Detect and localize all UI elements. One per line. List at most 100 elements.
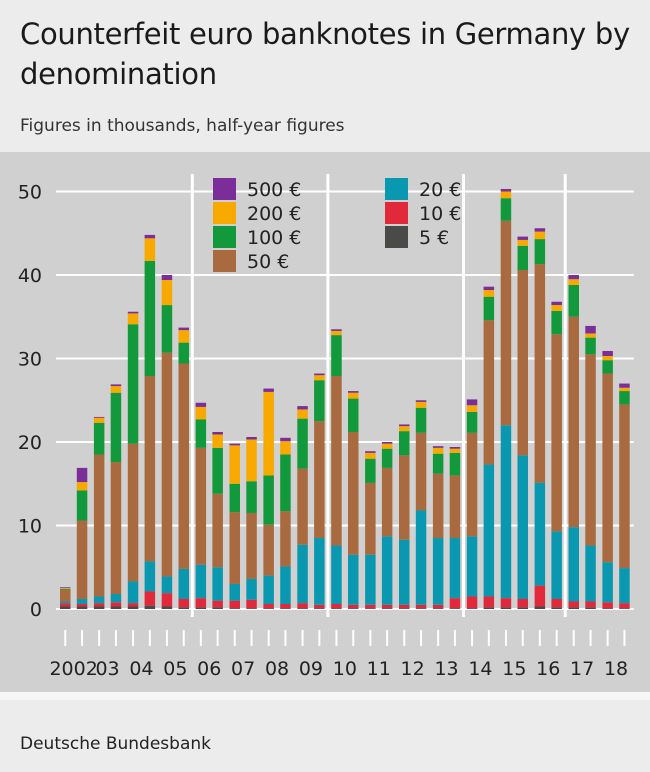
bar-segment [619, 391, 630, 405]
bar-segment [348, 608, 359, 609]
bar-segment [60, 587, 71, 589]
bar-segment [60, 589, 71, 602]
bar-segment [517, 245, 528, 270]
bar-segment [229, 445, 240, 484]
bar-segment [161, 305, 173, 353]
bar-segment [534, 585, 546, 607]
bar-segment [500, 188, 512, 192]
x-year-label: 04 [129, 658, 153, 680]
bar-segment [399, 539, 410, 605]
bar-segment [178, 330, 189, 343]
bar-segment [551, 301, 562, 306]
bar-segment [161, 280, 173, 306]
bar-segment [466, 411, 478, 433]
bar-segment [415, 401, 427, 408]
bar-segment [280, 441, 291, 455]
bar-segment [144, 591, 156, 606]
bar-segment [161, 352, 173, 577]
bar-segment [110, 602, 122, 607]
bar-segment [381, 442, 393, 444]
bar-segment [483, 296, 495, 321]
bar-segment [432, 473, 444, 539]
bar-segment [415, 510, 427, 605]
bar-segment [500, 598, 512, 608]
bar-segment [585, 601, 596, 608]
y-tick-label: 0 [30, 599, 42, 621]
bar-segment [585, 333, 596, 338]
bar-segment [331, 329, 342, 331]
bar-segment [161, 593, 173, 607]
bar-segment [348, 398, 359, 432]
bar-segment [246, 608, 257, 609]
bar-segment [466, 536, 478, 597]
bar-segment [449, 448, 461, 453]
bar-segment [517, 455, 528, 599]
bar-segment [602, 360, 613, 374]
bar-segment [483, 607, 495, 609]
bar-segment [500, 191, 512, 199]
bar-segment [110, 386, 122, 393]
legend-label: 20 € [419, 179, 461, 201]
bar-segment [415, 608, 427, 609]
bar-segment [127, 324, 139, 444]
bar-segment [127, 313, 139, 325]
bar-segment [551, 531, 562, 599]
bar-segment [432, 453, 444, 474]
bar-segment [229, 583, 240, 601]
bar-segment [331, 608, 342, 609]
bar-segment [585, 607, 596, 609]
bar-segment [399, 604, 410, 609]
bar-segment [449, 475, 461, 539]
bar-segment [76, 603, 88, 607]
bar-segment [399, 431, 410, 456]
bar-segment [483, 320, 495, 465]
bar-segment [263, 608, 274, 609]
bar-segment [619, 603, 630, 609]
bar-segment [60, 606, 71, 609]
bar-segment [195, 447, 207, 565]
bar-segment [246, 512, 257, 579]
bar-segment [381, 604, 393, 609]
y-tick-label: 10 [18, 516, 42, 538]
bar-segment [76, 520, 88, 599]
bar-segment [602, 355, 613, 361]
bar-segment [568, 527, 579, 602]
bar-segment [314, 608, 325, 609]
bar-segment [365, 482, 376, 555]
legend-swatch [213, 226, 236, 248]
bar-segment [466, 405, 478, 412]
bar-segment [110, 593, 122, 603]
legend-label: 5 € [419, 227, 449, 249]
bar-segment [212, 447, 223, 494]
bar-segment [93, 454, 105, 597]
bar-segment [263, 575, 274, 604]
bar-segment [127, 603, 139, 607]
bar-segment [517, 236, 528, 240]
bar-segment [212, 567, 223, 601]
bar-segment [415, 407, 427, 433]
legend-swatch [385, 202, 408, 224]
bar-segment [297, 468, 308, 545]
bar-segment [348, 431, 359, 555]
bar-segment [381, 443, 393, 449]
bar-segment [246, 436, 257, 440]
bar-segment [348, 391, 359, 393]
bar-segment [365, 452, 376, 459]
bar-segment [280, 437, 291, 442]
bar-segment [483, 286, 495, 291]
bar-segment [76, 606, 88, 609]
bar-segment [449, 452, 461, 476]
legend-label: 500 € [247, 179, 301, 201]
bar-segment [297, 608, 308, 609]
bar-segment [551, 607, 562, 609]
x-year-label: 16 [536, 658, 560, 680]
x-year-label: 05 [163, 658, 187, 680]
bar-segment [195, 419, 207, 448]
bar-segment [195, 564, 207, 599]
bar-segment [280, 608, 291, 609]
bar-segment [93, 606, 105, 609]
bar-segment [534, 606, 546, 609]
bar-segment [314, 375, 325, 381]
source-note: Deutsche Bundesbank [20, 734, 211, 754]
x-year-label: 17 [570, 658, 594, 680]
